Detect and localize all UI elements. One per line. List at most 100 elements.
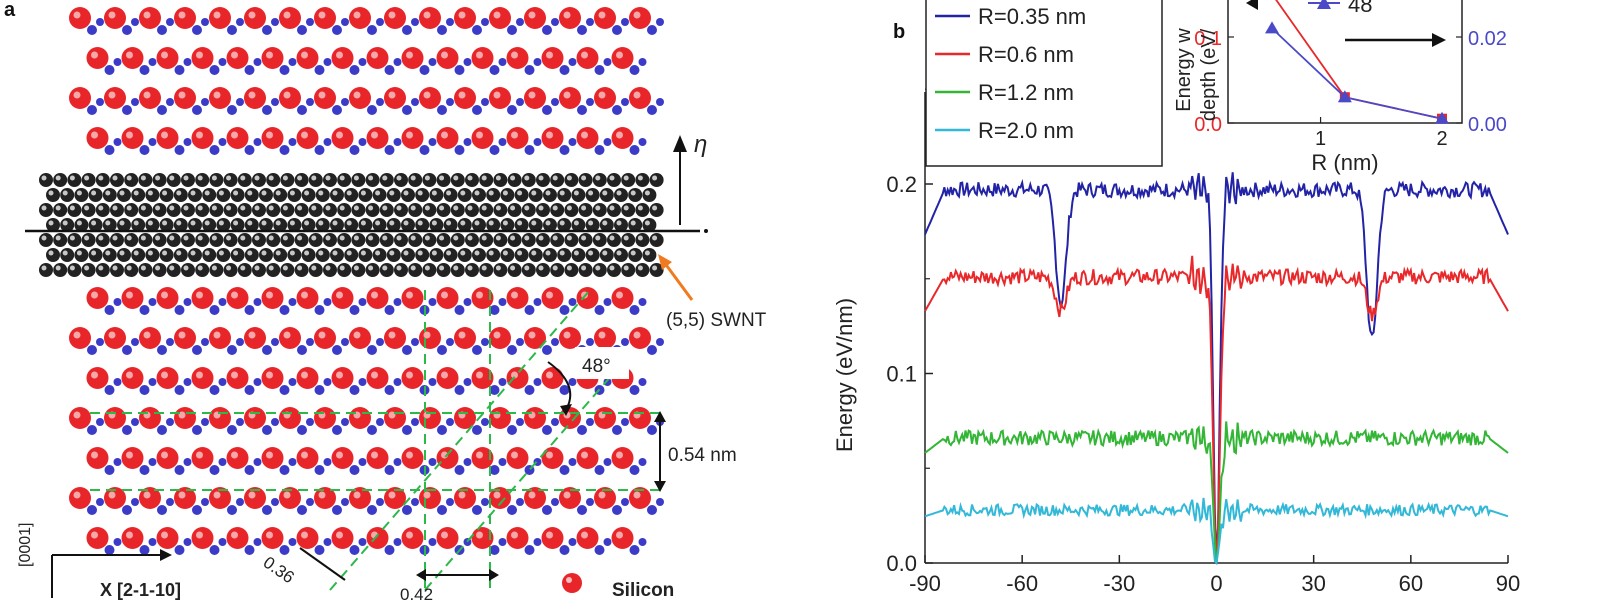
- silicon-atom: [86, 287, 109, 309]
- silicon-atom: [174, 487, 196, 509]
- silicon-atom: [104, 87, 126, 109]
- silicon-atom: [401, 527, 424, 549]
- nanotube-atom: [507, 203, 522, 217]
- silicon-atom: [401, 447, 424, 469]
- carbon-atom: [201, 498, 209, 506]
- carbon-atom: [227, 505, 237, 515]
- nanotube-atom: [358, 248, 373, 262]
- nanotube-atom: [308, 173, 323, 187]
- carbon-atom: [314, 65, 325, 75]
- nanotube-atom: [145, 188, 160, 202]
- nanotube-atom: [124, 203, 139, 217]
- silicon-atom: [86, 127, 109, 149]
- silicon-atom: [191, 447, 214, 469]
- nanotube-atom: [493, 233, 508, 247]
- nanotube-atom: [53, 233, 68, 247]
- carbon-atom: [402, 345, 412, 355]
- carbon-atom: [507, 105, 517, 115]
- silicon-atom: [104, 407, 126, 429]
- carbon-atom: [201, 18, 209, 26]
- carbon-atom: [244, 545, 255, 555]
- carbon-atom: [472, 505, 482, 515]
- carbon-atom: [113, 58, 122, 66]
- nanotube-atom: [237, 203, 252, 217]
- nanotube-atom: [372, 248, 387, 262]
- nanotube-atom: [635, 173, 650, 187]
- carbon-atom: [139, 65, 150, 75]
- silicon-atom: [489, 327, 511, 349]
- nanotube-atom: [486, 248, 501, 262]
- carbon-atom: [314, 385, 325, 395]
- nanotube-atom: [401, 248, 415, 262]
- nanotube-atom: [287, 188, 302, 202]
- nanotube-atom: [578, 263, 593, 277]
- silicon-atom: [331, 367, 354, 389]
- silicon-atom: [419, 327, 441, 349]
- carbon-atom: [367, 105, 377, 115]
- carbon-atom: [402, 25, 412, 35]
- carbon-atom: [489, 385, 500, 395]
- eta-label: η: [694, 131, 707, 158]
- carbon-atom: [384, 465, 395, 475]
- carbon-atom: [297, 25, 307, 35]
- silicon-atom: [349, 87, 371, 109]
- carbon-atom: [244, 385, 255, 395]
- nanotube-atom: [102, 188, 117, 202]
- carbon-atom: [621, 338, 629, 346]
- carbon-atom: [621, 498, 629, 506]
- silicon-atom: [261, 47, 284, 69]
- nanotube-atom: [39, 233, 53, 247]
- carbon-atom: [183, 378, 192, 386]
- carbon-atom: [279, 545, 290, 555]
- carbon-atom: [393, 378, 402, 386]
- carbon-atom: [244, 305, 255, 315]
- nanotube-atom: [138, 173, 153, 187]
- silicon-atom: [506, 47, 529, 69]
- nanotube-atom: [308, 233, 323, 247]
- nanotube-atom: [394, 233, 408, 247]
- carbon-atom: [288, 458, 297, 466]
- carbon-atom: [253, 138, 262, 146]
- silicon-atom: [366, 127, 389, 149]
- silicon-atom: [524, 327, 546, 349]
- nanotube-atom: [358, 188, 373, 202]
- carbon-atom: [271, 498, 279, 506]
- nanotube-atom: [550, 233, 565, 247]
- carbon-atom: [341, 418, 349, 426]
- carbon-atom: [279, 305, 290, 315]
- carbon-atom: [498, 138, 507, 146]
- nanotube-atoms: [39, 173, 664, 277]
- carbon-atom: [253, 58, 262, 66]
- nanotube-atom: [536, 173, 550, 187]
- nanotube-atom: [244, 188, 259, 202]
- nanotube-atom: [287, 248, 302, 262]
- carbon-atom: [262, 25, 272, 35]
- nanotube-atom: [259, 248, 273, 262]
- silicon-atom: [331, 287, 354, 309]
- carbon-atom: [533, 138, 542, 146]
- silicon-atom: [611, 127, 634, 149]
- silicon-atom: [611, 287, 634, 309]
- carbon-atom: [533, 538, 542, 546]
- nanotube-atom: [592, 173, 607, 187]
- nanotube-atom: [649, 173, 664, 187]
- legend-label: R=2.0 nm: [978, 118, 1074, 143]
- carbon-atom: [472, 25, 482, 35]
- nanotube-atom: [259, 188, 273, 202]
- nanotube-atom: [337, 263, 352, 277]
- carbon-atom: [192, 505, 202, 515]
- silicon-atom: [611, 527, 634, 549]
- nanotube-atom: [379, 233, 394, 247]
- inset-y-label-bottom: depth (eV/: [1198, 28, 1220, 121]
- nanotube-atom: [536, 233, 550, 247]
- silicon-atom: [349, 407, 371, 429]
- carbon-atom: [638, 58, 647, 66]
- carbon-atom: [367, 505, 377, 515]
- carbon-atom: [87, 105, 97, 115]
- carbon-atom: [463, 58, 472, 66]
- nanotube-atom: [465, 263, 479, 277]
- inset-x-tick-label: 1: [1315, 128, 1326, 150]
- silicon-atom: [576, 447, 599, 469]
- nanotube-atom: [280, 263, 295, 277]
- carbon-atom: [376, 18, 384, 26]
